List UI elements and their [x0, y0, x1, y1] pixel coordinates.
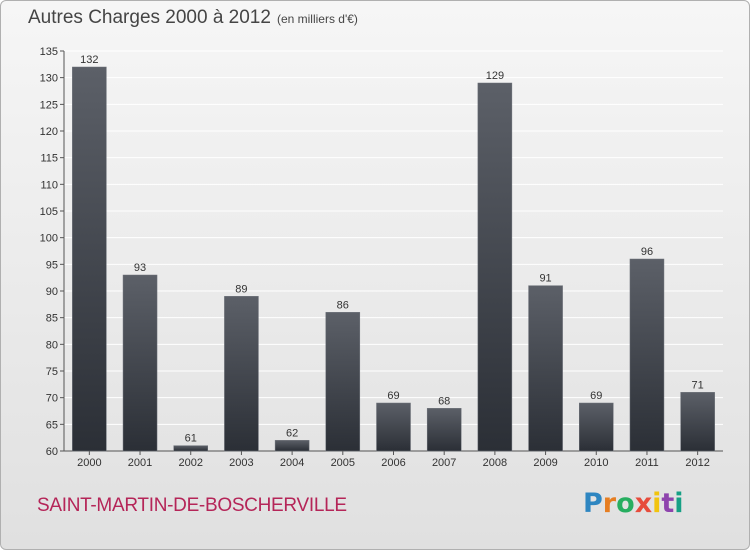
- x-tick-label-2009: 2009: [533, 457, 557, 469]
- y-tick-label: 95: [46, 259, 58, 271]
- bars: [72, 66, 715, 452]
- y-tick-label: 120: [40, 126, 58, 138]
- x-tick-label-2001: 2001: [128, 457, 152, 469]
- y-tick-label: 75: [46, 366, 58, 378]
- y-tick-label: 115: [40, 153, 58, 165]
- commune-name: SAINT-MARTIN-DE-BOSCHERVILLE: [37, 495, 347, 516]
- x-tick-label-2002: 2002: [178, 457, 202, 469]
- x-tick-label-2008: 2008: [483, 457, 507, 469]
- y-tick-label: 130: [40, 73, 58, 85]
- y-tick-label: 90: [46, 286, 58, 298]
- proxiti-logo: Proxiti: [583, 488, 684, 519]
- bar-2002: [173, 445, 208, 452]
- data-labels: 132 93 61 89 62 86 69 68 129 91 69 96 71: [80, 54, 704, 445]
- value-label-2011: 96: [641, 246, 653, 258]
- y-tick-label: 80: [46, 339, 58, 351]
- bar-2000: [72, 66, 107, 452]
- bar-2001: [122, 274, 158, 452]
- value-label-2006: 69: [387, 390, 399, 402]
- value-label-2007: 68: [438, 395, 450, 407]
- logo-letter: x: [634, 488, 653, 519]
- bar-2006: [376, 402, 411, 452]
- value-label-2000: 132: [80, 54, 98, 66]
- y-tick-label: 60: [46, 446, 58, 458]
- x-tick-label-2000: 2000: [77, 457, 101, 469]
- bar-2005: [325, 312, 361, 452]
- value-label-2003: 89: [235, 283, 247, 295]
- chart-title: Autres Charges 2000 à 2012 (en milliers d…: [28, 7, 358, 29]
- y-tick-label: 85: [46, 313, 58, 325]
- value-label-2004: 62: [286, 427, 298, 439]
- value-label-2012: 71: [692, 379, 704, 391]
- y-tick-label: 105: [40, 206, 58, 218]
- logo-letter: o: [616, 488, 635, 519]
- y-tick-label: 125: [40, 99, 58, 111]
- x-tick-label-2010: 2010: [584, 457, 608, 469]
- x-tick-label-2003: 2003: [229, 457, 253, 469]
- y-tick-label: 65: [46, 419, 58, 431]
- logo-letter: P: [583, 488, 603, 519]
- value-label-2001: 93: [134, 262, 146, 274]
- bar-2008: [477, 82, 513, 452]
- logo-letter: i: [652, 488, 662, 519]
- value-label-2002: 61: [185, 433, 197, 445]
- chart-title-text: Autres Charges 2000 à 2012: [28, 7, 271, 28]
- bar-2003: [224, 296, 259, 452]
- x-tick-label-2004: 2004: [280, 457, 304, 469]
- x-tick-label-2007: 2007: [432, 457, 456, 469]
- bar-2004: [274, 440, 310, 452]
- x-tick-label-2011: 2011: [635, 457, 659, 469]
- value-label-2008: 129: [486, 70, 504, 82]
- y-tick-label: 135: [40, 46, 58, 58]
- bar-2009: [528, 285, 563, 452]
- y-tick-label: 70: [46, 393, 58, 405]
- bar-2011: [629, 258, 665, 452]
- bar-2007: [426, 408, 462, 452]
- y-tick-label: 100: [40, 233, 58, 245]
- axes: 60 65 70 75 80 85 90 95 100 105 110 115 120 125 130 135…: [40, 46, 723, 469]
- x-tick-label-2005: 2005: [331, 457, 355, 469]
- logo-letter: i: [674, 488, 684, 519]
- logo-letter: r: [602, 488, 617, 519]
- logo-letter: t: [661, 488, 675, 519]
- y-tick-label: 110: [40, 179, 58, 191]
- bar-2012: [680, 392, 715, 452]
- value-label-2005: 86: [337, 299, 349, 311]
- chart-unit: (en milliers d'€): [276, 12, 358, 26]
- x-tick-label-2012: 2012: [685, 457, 709, 469]
- value-label-2009: 91: [539, 273, 551, 285]
- value-label-2010: 69: [590, 390, 602, 402]
- x-tick-label-2006: 2006: [381, 457, 405, 469]
- bar-2010: [579, 402, 614, 452]
